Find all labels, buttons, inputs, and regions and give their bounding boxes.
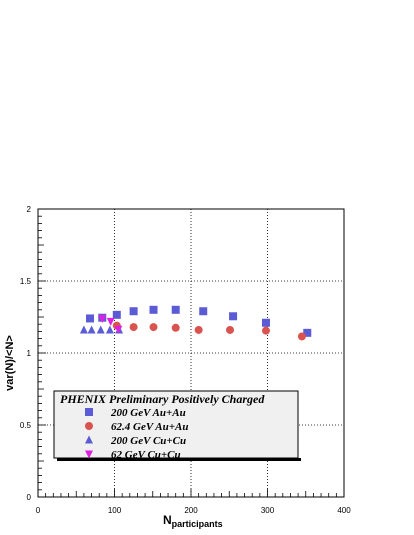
x-tick-label: 300: [261, 506, 275, 515]
data-point-series-1: [129, 323, 138, 332]
data-point-series-2: [87, 325, 96, 334]
legend-title: PHENIX Preliminary Positively Charged: [60, 392, 265, 406]
data-point-series-0: [229, 312, 238, 321]
y-tick-label: 1.5: [20, 277, 32, 286]
legend-shadow: [57, 458, 301, 461]
data-point-series-2: [105, 325, 114, 334]
legend-marker-0: [85, 408, 93, 416]
data-point-series-0: [112, 310, 121, 319]
data-point-series-1: [149, 323, 158, 332]
legend-marker-1: [85, 422, 93, 430]
y-axis-title: var(N)/<N>: [4, 335, 16, 391]
data-point-series-2: [96, 325, 105, 334]
x-axis-title-main: N: [163, 513, 172, 527]
data-points: [79, 305, 312, 341]
y-tick-label: 2: [27, 205, 32, 214]
data-point-series-3: [98, 314, 107, 323]
data-point-series-0: [261, 318, 270, 327]
y-tick-label: 0: [27, 493, 32, 502]
data-point-series-1: [297, 332, 306, 341]
data-point-series-0: [129, 307, 138, 316]
data-point-series-0: [303, 328, 312, 337]
data-point-series-1: [171, 323, 180, 332]
x-tick-label: 400: [337, 506, 351, 515]
x-tick-label: 100: [108, 506, 122, 515]
data-point-series-0: [149, 305, 158, 314]
data-point-series-0: [171, 305, 180, 314]
data-point-series-3: [106, 317, 115, 326]
data-point-series-3: [114, 325, 123, 334]
legend-box: [53, 390, 299, 459]
axis-ticks: 0 100 200 300 400 0 0.5 1 1.5 2: [20, 205, 351, 515]
y-tick-label: 1: [27, 349, 32, 358]
data-point-series-0: [199, 307, 208, 316]
legend: PHENIX Preliminary Positively Charged 20…: [53, 390, 301, 461]
legend-entry-label: 200 GeV Cu+Cu: [110, 435, 186, 447]
y-tick-label: 0.5: [20, 421, 32, 430]
legend-marker-3: [85, 450, 93, 459]
legend-entries: 200 GeV Au+Au 62.4 GeV Au+Au 200 GeV Cu+Cu…: [85, 407, 188, 461]
x-tick-label: 200: [184, 506, 198, 515]
legend-entry-label: 62 GeV Cu+Cu: [111, 449, 181, 461]
x-axis-title: Nparticipants: [163, 513, 223, 529]
data-point-series-1: [226, 325, 235, 334]
data-point-series-0: [86, 314, 95, 323]
legend-entry-label: 62.4 GeV Au+Au: [111, 421, 188, 433]
data-point-series-2: [79, 325, 88, 334]
data-point-series-1: [261, 326, 270, 335]
legend-marker-2: [85, 435, 93, 444]
legend-entry-label: 200 GeV Au+Au: [110, 407, 186, 419]
x-tick-label: 0: [36, 506, 41, 515]
data-point-series-1: [194, 325, 203, 334]
x-axis-title-subscript: participants: [172, 519, 223, 529]
